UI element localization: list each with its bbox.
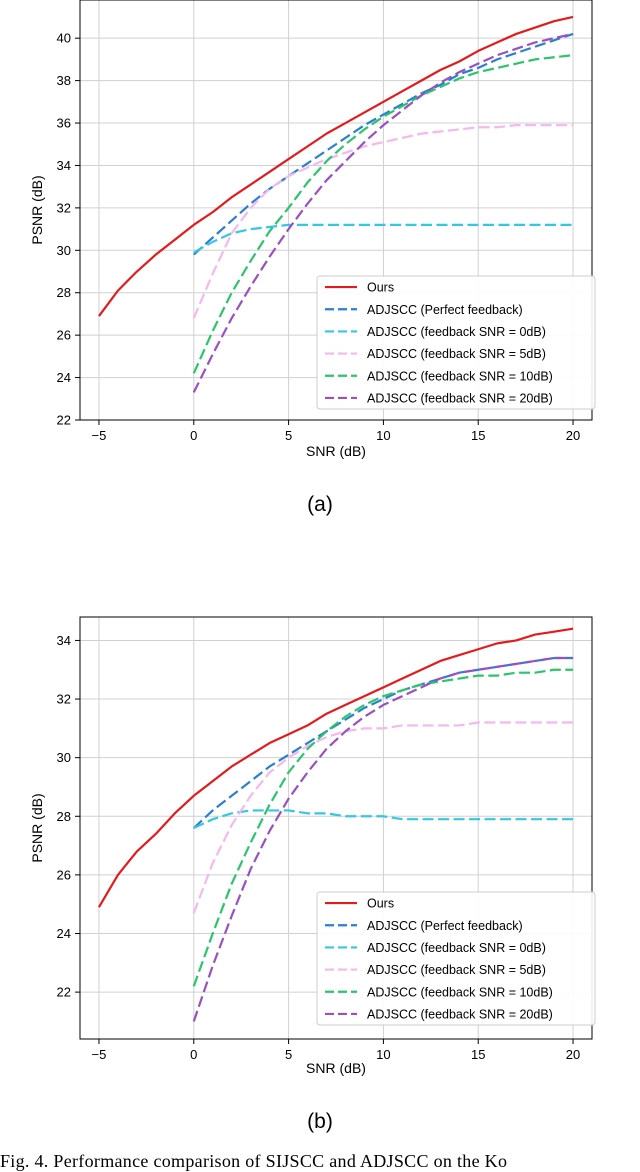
- x-tick-label: −5: [92, 428, 107, 443]
- subfigure-label-b: (b): [307, 1110, 333, 1133]
- series-line-3: [192, 124, 574, 319]
- legend-label: ADJSCC (feedback SNR = 0dB): [367, 325, 546, 339]
- series-line-3: [192, 721, 574, 914]
- y-tick-label: 30: [57, 243, 71, 258]
- y-tick-label: 22: [57, 985, 71, 1000]
- x-axis-label: SNR (dB): [306, 1060, 366, 1076]
- x-axis-label: SNR (dB): [306, 443, 366, 459]
- figure-caption: Fig. 4. Performance comparison of SIJSCC…: [0, 1151, 508, 1171]
- legend-label: ADJSCC (feedback SNR = 0dB): [367, 941, 546, 955]
- x-tick-label: 0: [190, 1047, 197, 1062]
- series-line-1: [193, 32, 574, 256]
- x-tick-label: 20: [566, 428, 580, 443]
- legend-label: ADJSCC (feedback SNR = 10dB): [367, 985, 553, 999]
- y-tick-label: 26: [57, 867, 71, 882]
- series-line-0: [98, 15, 574, 317]
- x-tick-label: 10: [376, 428, 390, 443]
- y-axis-label: PSNR (dB): [29, 793, 45, 862]
- legend: Ours ADJSCC (Perfect feedback) ADJSCC (fee…: [316, 891, 596, 1026]
- series-line-5: [192, 32, 574, 393]
- legend-label: ADJSCC (feedback SNR = 5dB): [367, 963, 546, 977]
- x-tick-label: 5: [285, 428, 292, 443]
- chart-a: −5 0 5 10 15 20 22 24 26 28 30 32 34 36 38 40 SNR (dB) PS…: [29, 0, 596, 459]
- series-line-0: [98, 627, 574, 908]
- y-tick-label: 24: [57, 370, 71, 385]
- x-tick-label: 15: [471, 428, 485, 443]
- legend-box: [316, 891, 596, 1026]
- legend-box: [316, 275, 596, 410]
- x-tick-label: 5: [285, 1047, 292, 1062]
- y-tick-label: 22: [57, 413, 71, 428]
- y-tick-label: 34: [57, 158, 71, 173]
- legend-label: ADJSCC (feedback SNR = 20dB): [367, 391, 553, 405]
- series-line-4: [192, 668, 574, 987]
- x-tick-label: 15: [471, 1047, 485, 1062]
- y-tick-label: 40: [57, 31, 71, 46]
- legend-label: Ours: [367, 281, 394, 295]
- x-tick-label: 10: [376, 1047, 390, 1062]
- legend-label: ADJSCC (Perfect feedback): [367, 303, 523, 317]
- y-axis-label: PSNR (dB): [29, 175, 45, 244]
- y-tick-label: 32: [57, 692, 71, 707]
- series-line-1: [193, 656, 574, 829]
- legend: Ours ADJSCC (Perfect feedback) ADJSCC (fee…: [316, 275, 596, 410]
- y-tick-label: 30: [57, 750, 71, 765]
- series-line-5: [192, 656, 574, 1022]
- subfigure-label-a: (a): [307, 493, 333, 516]
- legend-label: Ours: [367, 897, 394, 911]
- legend-label: ADJSCC (feedback SNR = 20dB): [367, 1007, 553, 1021]
- plot-frame: [79, 616, 593, 1040]
- x-tick-label: 0: [190, 428, 197, 443]
- y-tick-label: 28: [57, 809, 71, 824]
- y-tick-label: 28: [57, 285, 71, 300]
- legend-label: ADJSCC (feedback SNR = 10dB): [367, 369, 553, 383]
- x-tick-label: −5: [92, 1047, 107, 1062]
- legend-label: ADJSCC (feedback SNR = 5dB): [367, 347, 546, 361]
- series-line-2: [193, 809, 574, 829]
- y-tick-label: 26: [57, 328, 71, 343]
- y-tick-label: 32: [57, 200, 71, 215]
- chart-b: −5 0 5 10 15 20 22 24 26 28 30 32 34 SNR (dB) PSNR (dB…: [29, 616, 596, 1076]
- y-tick-label: 34: [57, 633, 71, 648]
- y-tick-label: 38: [57, 73, 71, 88]
- legend-label: ADJSCC (Perfect feedback): [367, 919, 523, 933]
- y-tick-label: 24: [57, 926, 71, 941]
- series-line-2: [193, 223, 574, 254]
- x-tick-label: 20: [566, 1047, 580, 1062]
- plot-frame: [79, 0, 593, 421]
- y-tick-label: 36: [57, 116, 71, 131]
